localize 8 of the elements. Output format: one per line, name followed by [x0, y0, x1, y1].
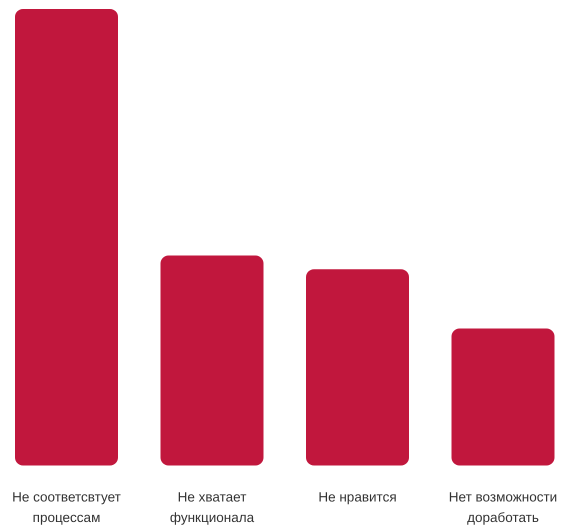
bar — [160, 255, 264, 466]
x-tick-label: Не нравится — [318, 490, 397, 504]
x-tick-label: Не хватает функционала — [170, 490, 255, 525]
x-tick-label: Нет возможности доработать — [448, 490, 558, 525]
x-tick-label: Не соответсвтует процессам — [12, 490, 121, 525]
bar — [306, 269, 409, 466]
bar — [15, 8, 118, 466]
bar — [452, 328, 554, 466]
